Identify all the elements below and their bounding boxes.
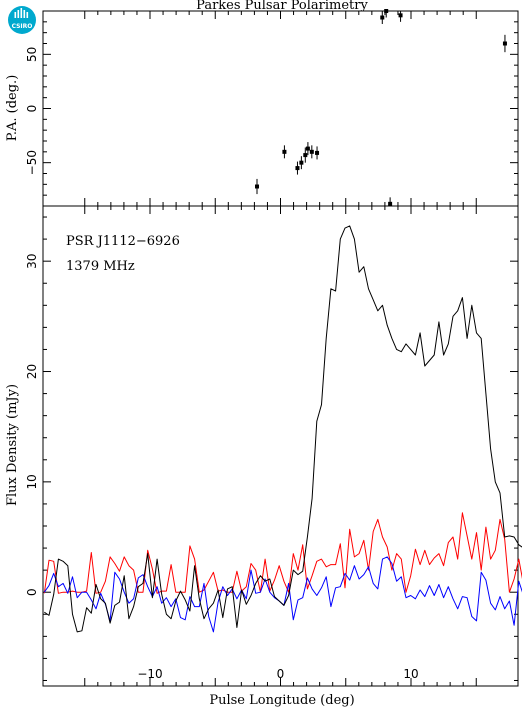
chart-title: Parkes Pulsar Polarimetry <box>196 0 368 13</box>
pa-y-tick-label: 0 <box>25 105 39 113</box>
x-axis-label: Pulse Longitude (deg) <box>209 693 354 708</box>
flux-series-lines <box>43 225 522 633</box>
pa-point <box>309 149 314 154</box>
circular-polarization-line <box>43 556 522 633</box>
flux-y-tick-label: 20 <box>25 364 39 379</box>
pa-y-tick-label: 50 <box>25 47 39 62</box>
pa-point <box>388 201 393 206</box>
flux-y-tick-label: 10 <box>25 474 39 489</box>
logo-text: CSIRO <box>12 23 33 30</box>
logo-bars-icon <box>14 8 29 18</box>
flux-y-tick-label: 30 <box>25 254 39 269</box>
pa-point <box>303 153 308 158</box>
total-intensity-line <box>44 225 522 633</box>
pa-axis-ticks: −50 0 50 <box>25 11 518 206</box>
pa-y-axis-label: P.A. (deg.) <box>5 75 20 142</box>
pa-panel-frame <box>42 10 519 207</box>
pa-point <box>384 9 389 13</box>
frequency-annotation: 1379 MHz <box>66 259 135 274</box>
pa-point <box>255 184 260 189</box>
linear-polarization-line <box>43 512 522 594</box>
csiro-logo: CSIRO <box>8 6 36 34</box>
flux-y-tick-label: 0 <box>25 588 39 596</box>
pa-point <box>398 13 403 18</box>
pa-point <box>295 166 300 171</box>
flux-axis-ticks: −10 0 10 0 10 20 30 <box>25 206 518 686</box>
x-tick-label: 0 <box>277 667 285 681</box>
pa-point <box>502 41 507 46</box>
pa-point <box>305 146 310 151</box>
pa-point <box>282 149 287 154</box>
pa-data-points <box>255 9 507 206</box>
flux-y-axis-label: Flux Density (mJy) <box>5 384 20 506</box>
pa-y-tick-label: −50 <box>25 150 39 175</box>
x-tick-label: 10 <box>403 667 418 681</box>
pa-point <box>315 150 320 155</box>
flux-panel-frame <box>42 205 519 687</box>
pa-point <box>299 160 304 165</box>
x-tick-label: −10 <box>137 667 162 681</box>
pa-point <box>380 15 385 20</box>
pulsar-name-annotation: PSR J1112−6926 <box>66 234 180 249</box>
